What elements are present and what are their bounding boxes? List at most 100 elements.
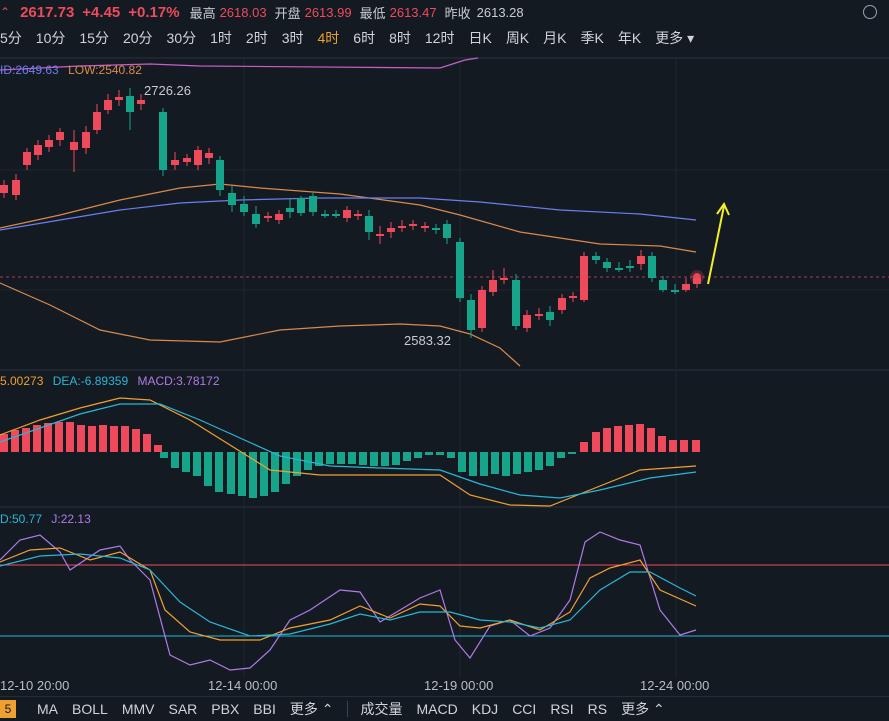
- indicators-4[interactable]: PBX: [211, 701, 240, 717]
- timeframe-8[interactable]: 4时: [317, 30, 340, 46]
- macd-histogram-bar: [143, 434, 151, 452]
- kdj-d-legend: D:50.77: [0, 512, 43, 526]
- candle-body: [332, 214, 340, 216]
- macd-histogram-bar: [592, 432, 600, 452]
- macd-histogram-bar: [0, 434, 8, 452]
- last-price: 2617.73: [20, 3, 75, 21]
- fullscreen-icon[interactable]: [863, 5, 877, 19]
- indicators-3[interactable]: SAR: [168, 701, 198, 717]
- sub_indicators-1[interactable]: MACD: [416, 701, 458, 717]
- timeframe-1[interactable]: 10分: [35, 30, 66, 46]
- candle-body: [580, 256, 588, 300]
- candle-body: [432, 228, 440, 230]
- candle-body: [512, 280, 520, 326]
- macd-histogram-bar: [227, 452, 235, 494]
- macd-histogram-bar: [282, 452, 290, 484]
- indicator-badge[interactable]: 5: [0, 700, 16, 718]
- sub_indicators-6[interactable]: 更多 ⌃: [621, 701, 665, 717]
- candle-body: [354, 214, 362, 216]
- indicators-5[interactable]: BBI: [253, 701, 276, 717]
- candle-body: [626, 266, 634, 268]
- candle-body: [659, 280, 667, 290]
- candle-body: [421, 226, 429, 228]
- macd-histogram-bar: [414, 452, 422, 458]
- candle-body: [398, 226, 406, 228]
- x-axis-label-1: 12-14 00:00: [208, 678, 278, 693]
- timeframe-0[interactable]: 5分: [0, 30, 22, 46]
- candle-body: [478, 290, 486, 328]
- indicators-0[interactable]: MA: [37, 701, 58, 717]
- macd-histogram-bar: [110, 426, 118, 452]
- macd-histogram-bar: [99, 425, 107, 452]
- timeframe-11[interactable]: 12时: [424, 30, 455, 46]
- timeframe-15[interactable]: 季K: [580, 30, 604, 46]
- kdj-legend: D:50.77 J:22.13: [0, 512, 91, 526]
- timeframe-16[interactable]: 年K: [617, 30, 642, 46]
- timeframe-2[interactable]: 15分: [79, 30, 109, 46]
- macd-histogram-bar: [293, 452, 301, 476]
- sub_indicators-0[interactable]: 成交量: [360, 701, 403, 717]
- sub_indicators-2[interactable]: KDJ: [471, 701, 499, 717]
- boll-lower-line: [0, 282, 521, 367]
- sub_indicators-5[interactable]: RS: [587, 701, 608, 717]
- candle-body: [456, 242, 464, 298]
- candle-body: [159, 112, 167, 170]
- indicators-2[interactable]: MMV: [121, 701, 155, 717]
- macd-histogram-bar: [215, 452, 223, 492]
- x-axis-label-3: 12-24 00:00: [640, 678, 710, 693]
- candle-body: [443, 224, 451, 238]
- candle-body: [126, 96, 134, 112]
- timeframe-17[interactable]: 更多 ▾: [655, 30, 695, 46]
- candle-body: [637, 256, 645, 264]
- candle-body: [12, 180, 20, 195]
- boll-upper-line: [0, 57, 479, 71]
- macd-histogram-bar: [669, 440, 677, 452]
- timeframe-3[interactable]: 20分: [122, 30, 153, 46]
- prev-close-value: 2613.28: [476, 4, 524, 20]
- candlestick-chart[interactable]: [0, 0, 889, 696]
- timeframe-12[interactable]: 日K: [468, 30, 492, 46]
- candle-body: [34, 145, 42, 155]
- low-label: 最低: [359, 5, 386, 21]
- macd-histogram-bar: [370, 452, 378, 466]
- timeframe-4[interactable]: 30分: [166, 30, 197, 46]
- candle-body: [365, 216, 373, 232]
- boll-legend: ID:2649.63 LOW:2540.82: [0, 63, 142, 77]
- macd-histogram-bar: [458, 452, 466, 472]
- candle-body: [546, 312, 554, 320]
- candle-body: [376, 234, 384, 236]
- kdj-d-line: [0, 553, 697, 637]
- macd-histogram-bar: [182, 452, 190, 472]
- timeframe-13[interactable]: 周K: [505, 30, 530, 46]
- timeframe-14[interactable]: 月K: [543, 30, 567, 46]
- candle-body: [0, 185, 8, 193]
- timeframe-5[interactable]: 1时: [210, 30, 232, 46]
- timeframe-10[interactable]: 8时: [389, 30, 411, 46]
- indicators-6[interactable]: 更多 ⌃: [289, 701, 334, 717]
- candle-body: [23, 152, 31, 165]
- macd-histogram-bar: [692, 440, 700, 452]
- sub_indicators-3[interactable]: CCI: [512, 701, 537, 717]
- macd-histogram-bar: [77, 425, 85, 452]
- candle-body: [558, 298, 566, 310]
- macd-histogram-bar: [249, 452, 257, 498]
- macd-histogram-bar: [603, 428, 611, 452]
- candle-body: [615, 268, 623, 270]
- macd-histogram-bar: [580, 442, 588, 452]
- indicators-1[interactable]: BOLL: [72, 701, 108, 717]
- macd-histogram-bar: [121, 426, 129, 452]
- timeframe-6[interactable]: 2时: [245, 30, 268, 46]
- macd-histogram-bar: [557, 452, 565, 458]
- macd-histogram-bar: [55, 422, 63, 452]
- timeframe-7[interactable]: 3时: [281, 30, 304, 46]
- candle-body: [115, 97, 123, 100]
- sub_indicators-4[interactable]: RSI: [550, 701, 574, 717]
- macd-histogram-bar: [204, 452, 212, 486]
- candle-body: [387, 228, 395, 232]
- candle-body: [264, 216, 272, 218]
- high-value: 2618.03: [219, 4, 267, 20]
- candle-body: [216, 160, 224, 190]
- boll-mid-line: [0, 197, 697, 231]
- timeframe-9[interactable]: 6时: [353, 30, 376, 46]
- macd-histogram-bar: [381, 452, 389, 466]
